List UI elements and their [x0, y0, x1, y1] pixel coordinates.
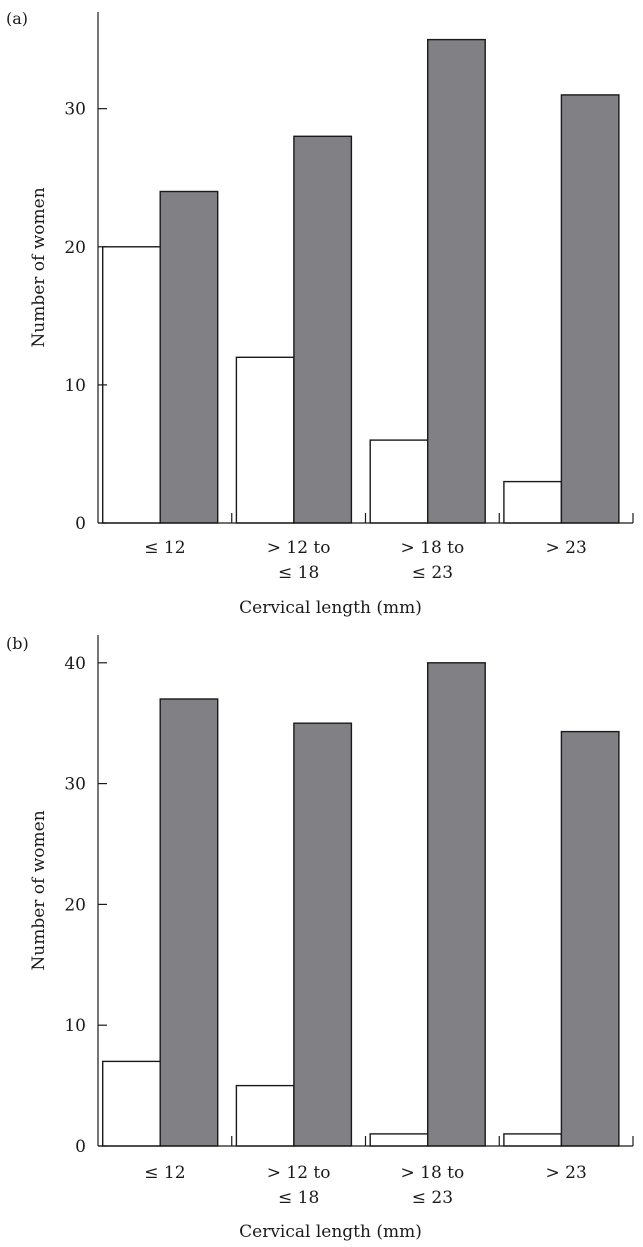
chart-a-ytick-label-10: 10	[64, 376, 86, 396]
chart-b-category-label-1: ≤ 12	[144, 1163, 185, 1183]
chart-b-category-label-2: > 12 to	[267, 1163, 331, 1183]
chart-b-bar-s1-1	[101, 1060, 161, 1147]
chart-b-ytick-label-10: 10	[64, 1016, 86, 1036]
chart-panel-a: (a) 0 10 20 30 ≤ 12 > 12 to ≤ 18 > 18 to ≤ 23 > 23…	[6, 9, 634, 618]
chart-b-category-label-3: > 18 to	[401, 1163, 465, 1183]
chart-a-bar-s2-2	[293, 135, 353, 524]
chart-a-bar-s2-4	[560, 94, 620, 524]
chart-b-svg: (b) 0 10 20 30 40 ≤ 12 > 12 to ≤ 18 > 18 to ≤ 23 > …	[6, 634, 634, 1242]
chart-a-bar-s2-3	[427, 38, 486, 524]
chart-b-y-axis-title: Number of women	[29, 810, 49, 970]
chart-a-panel-label: (a)	[6, 9, 28, 28]
chart-a-category-label-2-line2: ≤ 18	[278, 563, 319, 583]
chart-a-category-label-1: ≤ 12	[144, 538, 185, 558]
chart-a-bar-s2-1	[159, 190, 219, 524]
chart-b-bar-s2-1	[159, 698, 219, 1147]
chart-b-category-label-2-line2: ≤ 18	[278, 1188, 319, 1208]
chart-a-ytick-label-0: 0	[75, 514, 86, 534]
chart-b-bar-s2-4	[560, 730, 620, 1147]
chart-a-category-label-3-line2: ≤ 23	[412, 563, 453, 583]
chart-b-bar-s1-4	[503, 1133, 563, 1147]
chart-a-ytick-label-30: 30	[64, 100, 86, 120]
chart-a-y-axis-title: Number of women	[29, 187, 49, 347]
chart-b-ytick-label-20: 20	[64, 895, 86, 915]
chart-b-ytick-label-0: 0	[75, 1137, 86, 1157]
chart-b-category-label-4: > 23	[545, 1163, 586, 1183]
chart-a-svg: (a) 0 10 20 30 ≤ 12 > 12 to ≤ 18 > 18 to ≤ 23 > 23…	[6, 9, 634, 618]
chart-b-category-label-3-line2: ≤ 23	[412, 1188, 453, 1208]
chart-panel-b: (b) 0 10 20 30 40 ≤ 12 > 12 to ≤ 18 > 18 to ≤ 23 > …	[0, 625, 643, 1247]
chart-a-bar-s1-3	[369, 439, 429, 524]
chart-b-bar-s2-3	[427, 662, 486, 1147]
chart-b-ytick-label-40: 40	[64, 654, 86, 674]
chart-b-bar-s1-3	[369, 1133, 429, 1147]
chart-a-category-label-2: > 12 to	[267, 538, 331, 558]
chart-b-bar-s1-2	[235, 1084, 295, 1147]
chart-b-x-axis-title: Cervical length (mm)	[239, 1222, 422, 1242]
chart-a-category-label-4: > 23	[545, 538, 586, 558]
chart-a-bar-s1-4	[503, 480, 563, 524]
chart-a-x-axis-title: Cervical length (mm)	[239, 598, 422, 618]
chart-b-bar-s2-2	[293, 722, 353, 1147]
chart-a-ytick-label-20: 20	[64, 238, 86, 258]
chart-a-category-label-3: > 18 to	[401, 538, 465, 558]
chart-a-bar-s1-1	[101, 246, 161, 524]
chart-b-panel-label: (b)	[6, 634, 29, 653]
chart-a-bar-s1-2	[235, 356, 295, 524]
chart-b-ytick-label-30: 30	[64, 775, 86, 795]
